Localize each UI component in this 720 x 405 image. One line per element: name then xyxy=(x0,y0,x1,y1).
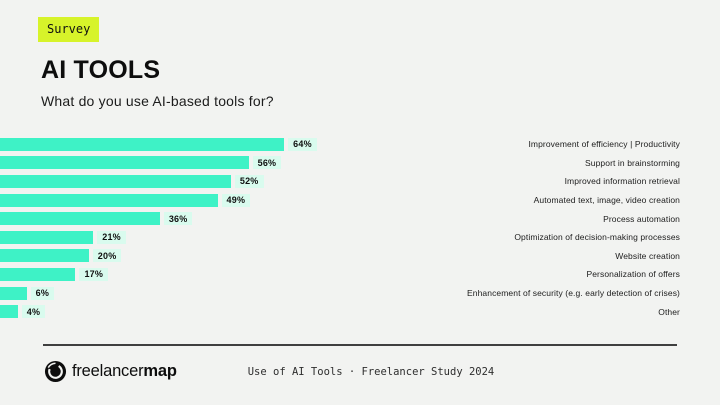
bar-value-label: 20% xyxy=(92,249,122,263)
category-label: Improvement of efficiency | Productivity xyxy=(528,139,680,150)
bar xyxy=(0,286,27,300)
brand-logo: freelancermap xyxy=(44,360,177,383)
chart-row: 49% Automated text, image, video creation xyxy=(0,191,720,210)
page-title: AI TOOLS xyxy=(41,56,161,84)
bar-value-label: 36% xyxy=(163,212,193,226)
chart-row: 4% Other xyxy=(0,302,720,321)
bar-chart: 64% Improvement of efficiency | Productiv… xyxy=(0,135,720,321)
freelancermap-icon xyxy=(44,360,67,383)
chart-row: 52% Improved information retrieval xyxy=(0,172,720,191)
footer-caption: Use of AI Tools · Freelancer Study 2024 xyxy=(247,366,495,378)
category-label: Personalization of offers xyxy=(586,269,680,280)
bar-value-label: 17% xyxy=(79,267,109,281)
bar-value-label: 56% xyxy=(252,156,282,170)
bar xyxy=(0,212,160,226)
brand-name: freelancermap xyxy=(72,362,177,380)
bar xyxy=(0,174,231,188)
bar-value-label: 52% xyxy=(234,174,264,188)
category-label: Website creation xyxy=(615,250,680,261)
category-label: Improved information retrieval xyxy=(564,176,680,187)
bar-value-label: 4% xyxy=(21,305,46,319)
footer-divider xyxy=(43,344,677,346)
bar-value-label: 49% xyxy=(221,193,251,207)
bar xyxy=(0,249,89,263)
category-label: Optimization of decision-making processe… xyxy=(514,232,680,243)
bar-value-label: 6% xyxy=(30,286,55,300)
bar xyxy=(0,305,18,319)
bar xyxy=(0,156,249,170)
chart-row: 20% Website creation xyxy=(0,247,720,266)
bar xyxy=(0,193,218,207)
chart-row: 36% Process automation xyxy=(0,209,720,228)
category-label: Support in brainstorming xyxy=(584,157,680,168)
category-label: Process automation xyxy=(603,213,680,224)
chart-question: What do you use AI-based tools for? xyxy=(41,93,274,109)
chart-row: 17% Personalization of offers xyxy=(0,265,720,284)
bar-value-label: 21% xyxy=(97,230,126,244)
category-label: Automated text, image, video creation xyxy=(533,195,680,206)
chart-row: 21% Optimization of decision-making proce… xyxy=(0,228,720,247)
chart-row: 6% Enhancement of security (e.g. early de… xyxy=(0,284,720,303)
bar xyxy=(0,230,94,244)
chart-row: 56% Support in brainstorming xyxy=(0,154,720,173)
bar xyxy=(0,137,285,151)
chart-row: 64% Improvement of efficiency | Productiv… xyxy=(0,135,720,154)
bar xyxy=(0,267,76,281)
bar-value-label: 64% xyxy=(288,137,317,151)
survey-badge: Survey xyxy=(38,17,100,42)
category-label: Other xyxy=(658,306,680,317)
category-label: Enhancement of security (e.g. early dete… xyxy=(466,288,680,299)
